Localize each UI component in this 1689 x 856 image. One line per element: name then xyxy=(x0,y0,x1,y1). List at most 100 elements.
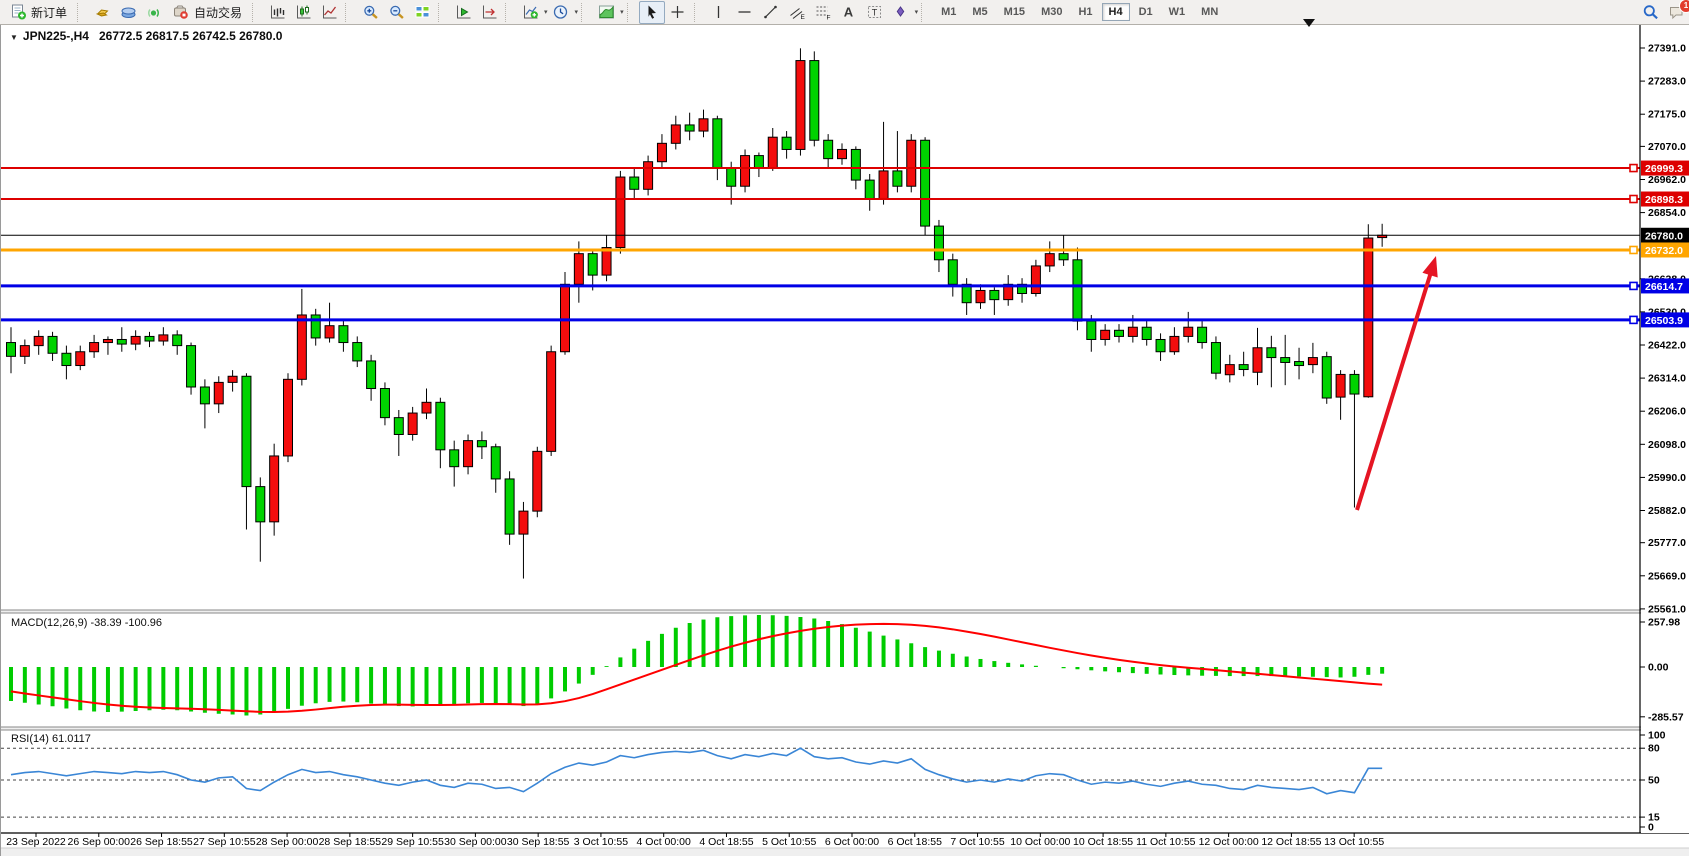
svg-text:11 Oct 10:55: 11 Oct 10:55 xyxy=(1136,836,1196,848)
vertical-line-icon[interactable] xyxy=(706,1,732,24)
svg-text:26314.0: 26314.0 xyxy=(1648,373,1686,385)
price-badge xyxy=(1641,312,1689,328)
svg-text:25777.0: 25777.0 xyxy=(1648,537,1686,549)
timeframe-m15[interactable]: M15 xyxy=(1003,6,1026,18)
svg-text:80: 80 xyxy=(1648,743,1660,755)
price-badge xyxy=(1641,278,1689,294)
line-chart-icon[interactable] xyxy=(316,1,342,24)
rsi-pane[interactable] xyxy=(1,747,1640,818)
toolbar-separator xyxy=(693,2,703,22)
svg-text:25990.0: 25990.0 xyxy=(1648,472,1686,484)
horizontal-line-icon[interactable] xyxy=(732,1,758,24)
macd-signal-line xyxy=(10,622,1383,714)
zoom-out-icon[interactable] xyxy=(383,1,409,24)
crosshair-icon[interactable] xyxy=(665,1,691,24)
tile-windows-icon[interactable] xyxy=(409,1,435,24)
arrows-icon[interactable] xyxy=(888,1,914,24)
chart-window[interactable]: 27391.0 27283.0 27175.0 27070.0 26962.0 26854… xyxy=(0,19,1689,856)
text-label-icon[interactable]: T xyxy=(862,1,888,24)
svg-text:30 Sep 00:00: 30 Sep 00:00 xyxy=(444,836,507,848)
price-line-26503.9[interactable] xyxy=(1,315,1640,325)
auto-trading-icon[interactable] xyxy=(167,1,193,24)
svg-text:257.98: 257.98 xyxy=(1648,617,1680,629)
bar-chart-icon[interactable] xyxy=(264,1,290,24)
svg-text:12 Oct 18:55: 12 Oct 18:55 xyxy=(1261,836,1321,848)
macd-label: MACD(12,26,9) -38.39 -100.96 xyxy=(11,617,163,629)
price-line-26898.3[interactable] xyxy=(1,194,1640,204)
svg-text:0.00: 0.00 xyxy=(1648,662,1669,674)
text-icon[interactable]: A xyxy=(836,1,862,24)
svg-text:10 Oct 18:55: 10 Oct 18:55 xyxy=(1073,836,1133,848)
new-order-label[interactable]: 新订单 xyxy=(31,5,68,20)
toolbar-separator xyxy=(252,2,261,22)
cursor-icon[interactable] xyxy=(638,0,665,24)
timeframe-m30[interactable]: M30 xyxy=(1041,6,1063,18)
svg-text:27070.0: 27070.0 xyxy=(1648,141,1686,153)
svg-text:27175.0: 27175.0 xyxy=(1648,109,1686,121)
timeframe-d1[interactable]: D1 xyxy=(1138,6,1153,18)
macd-pane[interactable] xyxy=(9,615,1385,716)
svg-text:23 Sep 2022: 23 Sep 2022 xyxy=(6,836,66,848)
svg-text:26962.0: 26962.0 xyxy=(1648,174,1686,186)
market-watch-icon[interactable] xyxy=(89,1,115,24)
rsi-line xyxy=(10,747,1383,795)
svg-text:0: 0 xyxy=(1648,822,1654,834)
price-badge xyxy=(1641,191,1689,207)
svg-text:26 Sep 00:00: 26 Sep 00:00 xyxy=(68,836,131,848)
svg-text:26732.0: 26732.0 xyxy=(1645,245,1683,257)
toolbar-separator xyxy=(581,2,590,22)
timeframe-m1[interactable]: M1 xyxy=(941,6,957,18)
timeframe-h1[interactable]: H1 xyxy=(1078,6,1093,18)
svg-text:-285.57: -285.57 xyxy=(1648,711,1684,723)
price-axis[interactable]: 27391.0 27283.0 27175.0 27070.0 26962.0 26854… xyxy=(1639,25,1689,834)
timeframe-h4[interactable]: H4 xyxy=(1101,3,1130,21)
svg-text:7 Oct 10:55: 7 Oct 10:55 xyxy=(950,836,1004,848)
indicators-icon-dropdown[interactable]: ▾ xyxy=(544,9,548,16)
signals-icon[interactable] xyxy=(141,1,167,24)
svg-text:26999.3: 26999.3 xyxy=(1645,163,1683,175)
trend-arrow-annotation[interactable] xyxy=(1355,256,1438,511)
svg-text:T: T xyxy=(872,8,878,18)
svg-text:26503.9: 26503.9 xyxy=(1645,315,1683,327)
template-icon[interactable] xyxy=(593,1,619,24)
new-order-icon[interactable] xyxy=(4,1,30,24)
chat-icon[interactable]: 1 xyxy=(1663,0,1689,24)
symbol-dropdown-icon[interactable]: ▼ xyxy=(10,33,18,42)
price-line-26614.7[interactable] xyxy=(1,281,1640,291)
svg-text:3 Oct 10:55: 3 Oct 10:55 xyxy=(574,836,628,848)
timeframe-w1[interactable]: W1 xyxy=(1168,6,1186,18)
toolbar-separator xyxy=(505,2,514,22)
chart-canvas[interactable]: 27391.0 27283.0 27175.0 27070.0 26962.0 26854… xyxy=(1,25,1689,856)
timeframe-mn[interactable]: MN xyxy=(1201,6,1219,18)
price-line-26999.3[interactable] xyxy=(1,163,1640,173)
auto-scroll-icon[interactable] xyxy=(450,1,476,24)
svg-text:26614.7: 26614.7 xyxy=(1645,281,1683,293)
candle-chart-icon[interactable] xyxy=(290,1,316,24)
svg-text:27283.0: 27283.0 xyxy=(1648,76,1686,88)
svg-text:15: 15 xyxy=(1648,812,1660,824)
indicators-icon[interactable] xyxy=(517,1,543,24)
template-icon-dropdown[interactable]: ▾ xyxy=(620,9,624,16)
toolbar-separator xyxy=(345,2,354,22)
trendline-icon[interactable] xyxy=(758,1,784,24)
auto-trading-label[interactable]: 自动交易 xyxy=(194,5,243,20)
time-axis[interactable]: 23 Sep 2022 26 Sep 00:00 26 Sep 18:55 27 Se… xyxy=(1,833,1689,856)
svg-text:30 Sep 18:55: 30 Sep 18:55 xyxy=(507,836,570,848)
data-window-icon[interactable] xyxy=(115,1,141,24)
price-line-26732.0[interactable] xyxy=(1,245,1640,255)
svg-text:26854.0: 26854.0 xyxy=(1648,207,1686,219)
chart-shift-icon[interactable] xyxy=(476,1,502,24)
timeframe-m5[interactable]: M5 xyxy=(972,6,988,18)
svg-text:28 Sep 00:00: 28 Sep 00:00 xyxy=(256,836,319,848)
timeframe-menu-icon[interactable] xyxy=(548,1,574,24)
fibonacci-icon[interactable]: F xyxy=(810,1,836,24)
timeframe-menu-icon-dropdown[interactable]: ▾ xyxy=(574,9,579,16)
notification-badge: 1 xyxy=(1679,0,1689,13)
zoom-in-icon[interactable] xyxy=(357,1,383,24)
svg-text:26780.0: 26780.0 xyxy=(1645,230,1683,242)
arrows-icon-dropdown[interactable]: ▾ xyxy=(914,9,919,16)
search-icon[interactable] xyxy=(1637,1,1663,24)
toolbar-separator xyxy=(626,2,636,22)
channel-icon[interactable]: E xyxy=(784,1,810,24)
svg-text:4 Oct 18:55: 4 Oct 18:55 xyxy=(699,836,753,848)
